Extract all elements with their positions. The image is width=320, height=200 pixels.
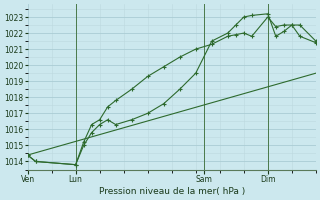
X-axis label: Pression niveau de la mer( hPa ): Pression niveau de la mer( hPa )	[99, 187, 245, 196]
